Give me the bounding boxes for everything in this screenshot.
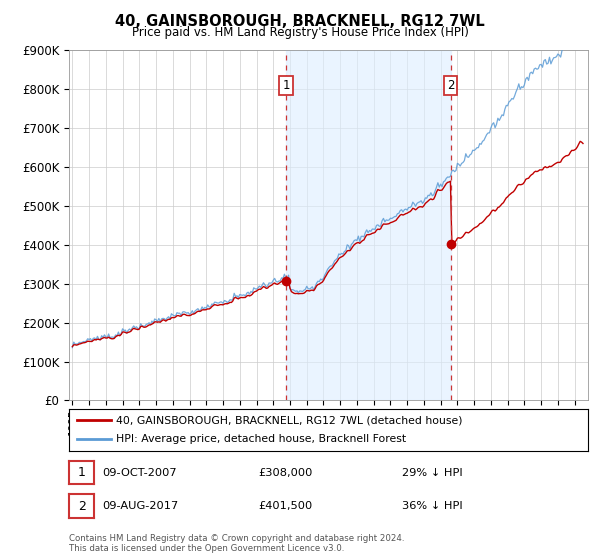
Text: 1: 1 — [77, 466, 86, 479]
Text: 29% ↓ HPI: 29% ↓ HPI — [402, 468, 463, 478]
Text: 2: 2 — [77, 500, 86, 513]
Text: 2: 2 — [447, 79, 454, 92]
Text: Contains HM Land Registry data © Crown copyright and database right 2024.
This d: Contains HM Land Registry data © Crown c… — [69, 534, 404, 553]
Text: 40, GAINSBOROUGH, BRACKNELL, RG12 7WL (detached house): 40, GAINSBOROUGH, BRACKNELL, RG12 7WL (d… — [116, 415, 462, 425]
Text: HPI: Average price, detached house, Bracknell Forest: HPI: Average price, detached house, Brac… — [116, 435, 406, 445]
Text: £308,000: £308,000 — [258, 468, 313, 478]
Text: 36% ↓ HPI: 36% ↓ HPI — [402, 501, 463, 511]
Text: 09-AUG-2017: 09-AUG-2017 — [102, 501, 178, 511]
Text: 1: 1 — [283, 79, 290, 92]
Text: Price paid vs. HM Land Registry's House Price Index (HPI): Price paid vs. HM Land Registry's House … — [131, 26, 469, 39]
Text: £401,500: £401,500 — [258, 501, 312, 511]
Text: 40, GAINSBOROUGH, BRACKNELL, RG12 7WL: 40, GAINSBOROUGH, BRACKNELL, RG12 7WL — [115, 14, 485, 29]
Bar — [286, 50, 451, 400]
Text: 09-OCT-2007: 09-OCT-2007 — [102, 468, 176, 478]
